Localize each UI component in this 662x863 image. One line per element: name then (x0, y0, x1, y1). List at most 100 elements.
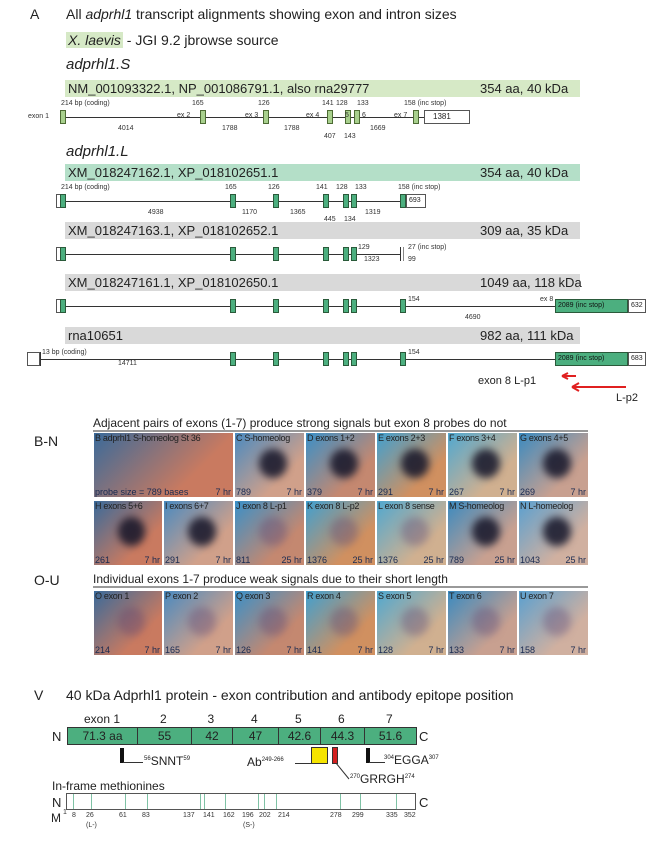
methionine-position: 61 (119, 812, 127, 819)
exon-block (351, 194, 357, 208)
image-label: E exons 2+3 (378, 433, 425, 443)
staining-blot (259, 517, 287, 546)
exon-block (351, 247, 357, 261)
ab-text: Ab (247, 755, 262, 769)
exon-block (400, 194, 406, 208)
met-bar-c: C (419, 795, 429, 810)
image-size: 141 (307, 645, 323, 655)
protein-exon-segment: 71.3 aa (67, 727, 138, 745)
image-time: 7 hr (215, 555, 231, 565)
antibody-epitope-box (311, 747, 328, 764)
image-label: S exon 5 (378, 591, 412, 601)
in-situ-image: N L-homeolog 1043 25 hr (518, 500, 589, 566)
exon-block (273, 247, 279, 261)
exon-block (273, 352, 279, 366)
gene-s-name: adprhl1.S (66, 56, 131, 73)
methionine-mark (200, 794, 201, 809)
probe-l-p1-label: exon 8 L-p1 (478, 375, 537, 387)
image-time: 7 hr (144, 645, 160, 655)
transcript-band-l2: XM_018247163.1, XP_018102652.1 309 aa, 35… (65, 222, 580, 239)
intron-label: 143 (344, 133, 356, 140)
exon-heading: 6 (338, 712, 345, 726)
motif-seq: GRRGH (360, 772, 405, 786)
protein-exon-segment: 51.6 (364, 727, 417, 745)
image-label: K exon 8 L-p2 (307, 501, 360, 511)
motif-end: 307 (428, 755, 439, 761)
image-size: 1043 (520, 555, 541, 565)
panel-a-title: All adprhl1 transcript alignments showin… (66, 6, 457, 22)
image-size: 379 (307, 487, 323, 497)
motif-egga-leader (369, 762, 385, 763)
image-label: G exons 4+5 (520, 433, 568, 443)
staining-blot (472, 449, 500, 478)
size-label: 128 (336, 184, 348, 191)
methionine-position: 299 (352, 812, 364, 819)
image-label: M S-homeolog (449, 501, 504, 511)
title-post: transcript alignments showing exon and i… (132, 6, 457, 22)
exon-block (60, 194, 66, 208)
image-size: 158 (520, 645, 536, 655)
antibody-label: Ab249-266 (247, 755, 284, 769)
protein-c-term: C (419, 729, 429, 744)
transcript-band-l4: rna10651 982 aa, 111 kDa (65, 327, 580, 344)
staining-blot (259, 449, 287, 478)
methionine-mark (396, 794, 397, 809)
image-time: 7 hr (499, 645, 515, 655)
size-label: 165 (192, 100, 204, 107)
methionine-mark (264, 794, 265, 809)
image-time: 7 hr (428, 487, 444, 497)
staining-blot (188, 517, 216, 546)
image-size: 789 (449, 555, 465, 565)
met-m-label: M (51, 811, 61, 825)
staining-blot (472, 517, 500, 546)
image-size: 267 (449, 487, 465, 497)
methionine-mark (225, 794, 226, 809)
image-size: 126 (236, 645, 252, 655)
image-time: 7 hr (144, 555, 160, 565)
exon-block (400, 299, 406, 313)
staining-blot (472, 607, 500, 636)
intron-line (66, 306, 555, 307)
staining-blot (188, 607, 216, 636)
panel-v-title: 40 kDa Adprhl1 protein - exon contributi… (66, 687, 514, 703)
in-situ-image: Q exon 3 126 7 hr (234, 590, 305, 656)
methionine-mark (73, 794, 74, 809)
exon-label: ex 2 (177, 112, 191, 119)
intron-label: 4014 (118, 125, 134, 132)
size-label: 154 (408, 349, 420, 356)
methionine-mark (204, 794, 205, 809)
motif-start: 270 (350, 774, 361, 780)
image-time: 7 hr (499, 487, 515, 497)
in-situ-image: T exon 6 133 7 hr (447, 590, 518, 656)
exon-label: ex 7 (394, 112, 408, 119)
image-label: B adprhl1 S-homeolog St 36 (95, 433, 201, 443)
intron-label: 1170 (242, 209, 258, 216)
in-situ-image: K exon 8 L-p2 1376 25 hr (305, 500, 376, 566)
image-label: H exons 5+6 (95, 501, 143, 511)
motif-grrgh: 270GRRGH274 (350, 772, 415, 786)
transcript-ids: XM_018247162.1, XP_018102651.1 (68, 165, 279, 180)
exon-block (345, 110, 351, 124)
exon-block (323, 352, 329, 366)
ab-range: 249-266 (261, 757, 284, 763)
probe-l-p2-label: L-p2 (616, 392, 639, 404)
exon-block (400, 352, 406, 366)
image-size: 261 (95, 555, 111, 565)
image-time: 25 hr (281, 555, 302, 565)
motif-snnt: 56SNNT59 (144, 754, 190, 768)
motif-egga-marker (366, 748, 370, 763)
image-label: Q exon 3 (236, 591, 271, 601)
staining-blot (330, 517, 358, 546)
size-label: 133 (357, 100, 369, 107)
methionine-position: 162 (223, 812, 235, 819)
size-label: 158 (inc stop) (398, 184, 441, 191)
methionine-mark (91, 794, 92, 809)
exon-block (60, 299, 66, 313)
utr-box: 683 (628, 352, 646, 366)
methionine-mark (147, 794, 148, 809)
exon-heading: exon 1 (84, 712, 121, 726)
panel-v-letter: V (34, 687, 44, 703)
panel-ou-letter: O-U (34, 572, 60, 588)
transcript-band-s: NM_001093322.1, NP_001086791.1, also rna… (65, 80, 580, 97)
staining-blot (330, 607, 358, 636)
